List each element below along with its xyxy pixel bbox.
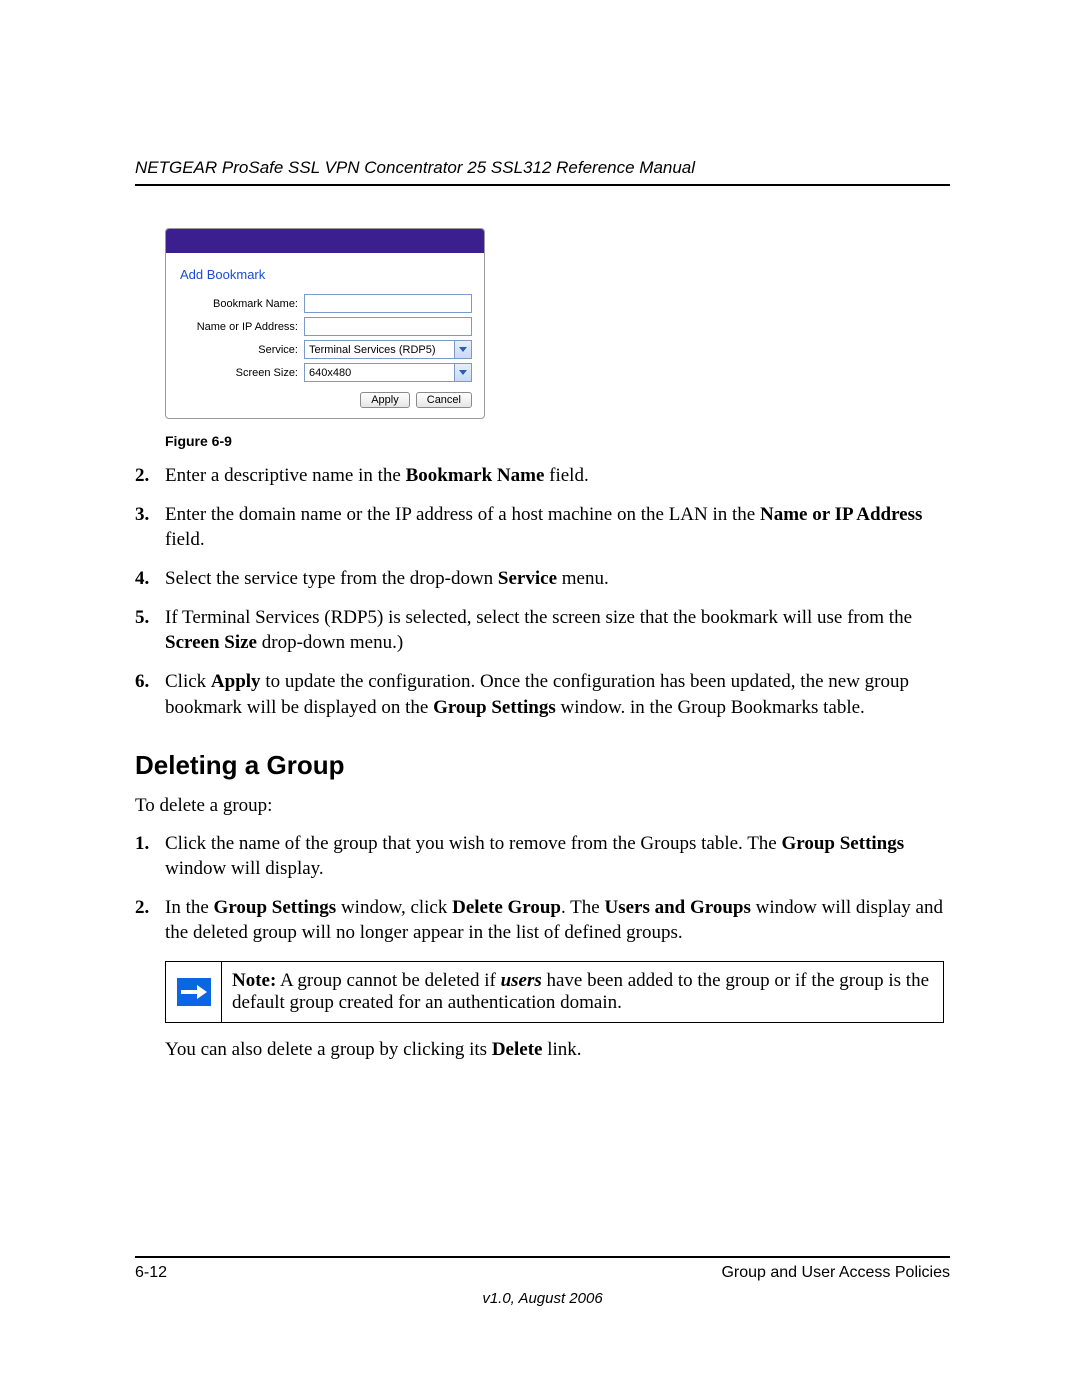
step-marker: 4.: [135, 566, 149, 591]
bold-bookmark-name: Bookmark Name: [406, 465, 545, 486]
add-bookmark-panel: Add Bookmark Bookmark Name: Name or IP A…: [165, 228, 485, 419]
text: window will display.: [165, 858, 324, 879]
figure-caption: Figure 6-9: [165, 433, 950, 449]
step-marker: 5.: [135, 605, 149, 630]
row-bookmark-name: Bookmark Name:: [178, 294, 472, 313]
step-5: 5. If Terminal Services (RDP5) is select…: [135, 605, 950, 655]
lead-text: To delete a group:: [135, 795, 950, 817]
bold-service: Service: [498, 568, 557, 589]
select-service-wrap[interactable]: Terminal Services (RDP5): [304, 340, 472, 359]
bold-delete-group: Delete Group: [452, 897, 561, 918]
steps-upper: 2. Enter a descriptive name in the Bookm…: [135, 463, 950, 720]
note-text: Note: A group cannot be deleted if users…: [222, 962, 943, 1022]
select-screen-size[interactable]: 640x480: [304, 363, 472, 382]
text: link.: [542, 1039, 581, 1060]
step-b1: 1. Click the name of the group that you …: [135, 831, 950, 881]
steps-lower: 1. Click the name of the group that you …: [135, 831, 950, 945]
text: field.: [544, 465, 588, 486]
bold-group-settings: Group Settings: [433, 697, 556, 718]
step-b2: 2. In the Group Settings window, click D…: [135, 895, 950, 945]
label-screen-size: Screen Size:: [178, 367, 304, 379]
note-label: Note:: [232, 970, 276, 991]
step-marker: 2.: [135, 895, 149, 920]
panel-body: Add Bookmark Bookmark Name: Name or IP A…: [166, 253, 484, 418]
footer-version: v1.0, August 2006: [135, 1290, 950, 1307]
bold-apply: Apply: [211, 671, 261, 692]
text: field.: [165, 529, 205, 550]
running-header: NETGEAR ProSafe SSL VPN Concentrator 25 …: [135, 158, 950, 178]
select-service[interactable]: Terminal Services (RDP5): [304, 340, 472, 359]
bold-group-settings: Group Settings: [214, 897, 337, 918]
label-name-or-ip: Name or IP Address:: [178, 321, 304, 333]
footer-rule: [135, 1256, 950, 1258]
step-6: 6. Click Apply to update the configurati…: [135, 669, 950, 719]
step-marker: 1.: [135, 831, 149, 856]
note-icon-cell: [166, 962, 222, 1022]
text: Select the service type from the drop-do…: [165, 568, 498, 589]
text: window, click: [336, 897, 452, 918]
bold-screen-size: Screen Size: [165, 632, 257, 653]
header-rule: [135, 184, 950, 186]
text: In the: [165, 897, 214, 918]
text: window. in the Group Bookmarks table.: [556, 697, 865, 718]
bold-italic-users: users: [501, 970, 542, 991]
text: If Terminal Services (RDP5) is selected,…: [165, 607, 912, 628]
text: Click: [165, 671, 211, 692]
note-box: Note: A group cannot be deleted if users…: [165, 961, 944, 1023]
text: Enter a descriptive name in the: [165, 465, 406, 486]
input-name-or-ip[interactable]: [304, 317, 472, 336]
panel-button-row: Apply Cancel: [178, 386, 472, 408]
panel-titlebar: [166, 229, 484, 253]
text: menu.: [557, 568, 609, 589]
label-bookmark-name: Bookmark Name:: [178, 298, 304, 310]
chapter-title: Group and User Access Policies: [721, 1264, 950, 1282]
bold-group-settings: Group Settings: [781, 833, 904, 854]
text: You can also delete a group by clicking …: [165, 1039, 492, 1060]
document-page: NETGEAR ProSafe SSL VPN Concentrator 25 …: [0, 0, 1080, 1397]
row-name-or-ip: Name or IP Address:: [178, 317, 472, 336]
arrow-right-icon: [177, 978, 211, 1006]
footer-row: 6-12 Group and User Access Policies: [135, 1264, 950, 1282]
heading-deleting-a-group: Deleting a Group: [135, 750, 950, 781]
panel-heading: Add Bookmark: [180, 267, 472, 282]
text: Enter the domain name or the IP address …: [165, 504, 760, 525]
step-marker: 6.: [135, 669, 149, 694]
bold-delete: Delete: [492, 1039, 543, 1060]
input-bookmark-name[interactable]: [304, 294, 472, 313]
step-2: 2. Enter a descriptive name in the Bookm…: [135, 463, 950, 488]
text: Click the name of the group that you wis…: [165, 833, 781, 854]
row-screen-size: Screen Size: 640x480: [178, 363, 472, 382]
figure-6-9: Add Bookmark Bookmark Name: Name or IP A…: [165, 228, 485, 419]
label-service: Service:: [178, 344, 304, 356]
page-footer: 6-12 Group and User Access Policies v1.0…: [135, 1226, 950, 1307]
step-marker: 2.: [135, 463, 149, 488]
bold-name-or-ip: Name or IP Address: [760, 504, 922, 525]
select-screen-size-wrap[interactable]: 640x480: [304, 363, 472, 382]
step-4: 4. Select the service type from the drop…: [135, 566, 950, 591]
cancel-button[interactable]: Cancel: [416, 392, 472, 408]
step-3: 3. Enter the domain name or the IP addre…: [135, 502, 950, 552]
step-marker: 3.: [135, 502, 149, 527]
apply-button[interactable]: Apply: [360, 392, 410, 408]
text: A group cannot be deleted if: [276, 970, 500, 991]
bold-users-and-groups: Users and Groups: [604, 897, 750, 918]
text: drop-down menu.): [257, 632, 403, 653]
text: . The: [561, 897, 604, 918]
row-service: Service: Terminal Services (RDP5): [178, 340, 472, 359]
after-note-text: You can also delete a group by clicking …: [165, 1039, 950, 1061]
page-number: 6-12: [135, 1264, 167, 1282]
